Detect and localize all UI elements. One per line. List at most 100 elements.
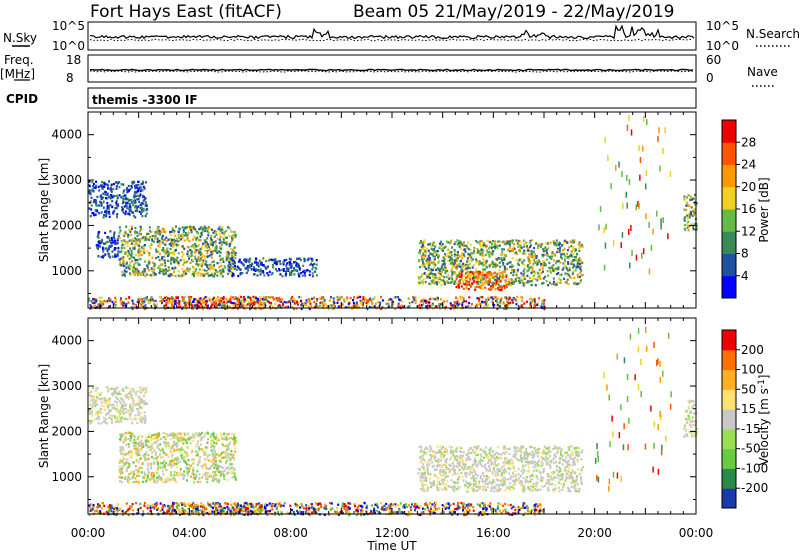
range-cell [214,477,217,480]
range-cell [219,251,222,254]
range-cell [543,307,546,311]
range-cell [380,307,383,310]
range-cell [209,227,212,230]
range-cell [156,231,159,235]
range-cell [117,203,120,206]
range-cell [650,244,653,251]
range-cell [174,479,177,482]
range-cell [131,227,133,230]
range-cell [209,435,212,439]
range-cell [543,306,546,309]
range-cell [136,198,139,201]
range-cell [692,228,695,231]
range-cell [224,266,227,269]
range-cell [491,274,494,278]
range-cell [456,239,459,242]
range-cell [130,472,133,475]
range-cell [414,296,417,299]
range-cell [192,459,195,462]
range-cell [628,115,630,121]
range-cell [154,305,157,308]
range-cell [234,441,237,444]
range-cell [127,397,130,400]
range-cell [523,282,526,285]
range-cell [288,263,291,267]
range-cell [441,270,443,273]
range-cell [505,303,508,307]
range-cell [573,241,576,244]
range-cell [229,471,232,475]
range-cell [125,196,128,200]
range-cell [425,274,428,277]
range-cell [134,190,137,194]
range-cell [461,243,464,246]
range-cell [95,412,97,416]
range-cell [212,275,215,278]
range-cell [230,235,233,238]
range-cell [125,270,128,273]
range-cell [535,259,538,263]
range-cell [113,231,116,234]
range-cell [264,296,267,300]
range-cell [106,201,109,205]
range-cell [186,252,189,256]
range-cell [158,252,161,256]
range-cell [574,281,577,284]
range-cell [121,271,124,274]
range-cell [143,307,146,311]
range-cell [233,437,235,441]
range-cell [129,439,132,442]
range-cell [157,477,160,480]
range-cell [539,245,542,248]
range-cell [429,283,432,286]
range-cell [440,240,443,243]
range-cell [290,298,293,301]
range-cell [124,212,127,216]
range-cell [152,447,155,451]
range-cell [299,296,302,299]
range-cell [166,247,169,250]
range-cell [422,241,425,244]
range-cell [542,248,545,251]
range-cell [115,242,118,245]
range-cell [194,245,197,248]
range-cell [563,262,566,266]
range-cell [162,273,165,276]
range-cell [180,456,183,459]
range-cell [566,278,569,281]
range-cell [212,298,214,301]
range-cell [684,228,687,232]
range-cell [118,226,121,229]
range-cell [298,266,301,269]
range-cell [223,303,226,306]
range-cell [266,272,269,275]
range-cell [133,247,136,250]
range-cell [422,300,425,303]
range-cell [140,442,143,445]
range-cell [578,275,581,279]
range-cell [234,233,237,237]
range-cell [125,302,128,306]
range-cell [212,474,215,477]
range-cell [88,207,91,210]
range-cell [113,407,116,410]
range-cell [138,200,141,204]
range-cell [561,268,564,271]
range-cell [177,252,180,255]
range-cell [347,304,350,308]
range-cell [524,252,527,255]
range-cell [574,269,577,272]
range-cell [126,242,129,245]
range-cell [247,269,250,272]
range-cell [516,268,519,271]
range-cell [433,282,436,285]
range-cell [165,270,168,273]
range-cell [478,260,481,263]
range-cell [250,298,252,302]
range-cell [197,263,200,266]
range-cell [563,265,566,268]
range-cell [206,304,209,307]
range-cell [205,474,208,477]
range-cell [520,258,523,261]
range-cell [535,255,538,258]
